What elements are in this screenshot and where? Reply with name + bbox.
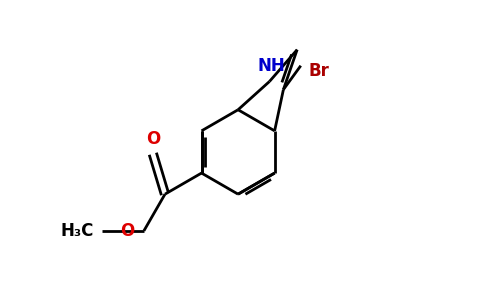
Text: NH: NH <box>257 57 285 75</box>
Text: O: O <box>146 130 160 148</box>
Text: Br: Br <box>309 61 330 80</box>
Text: O: O <box>120 222 134 240</box>
Text: H₃C: H₃C <box>60 222 94 240</box>
